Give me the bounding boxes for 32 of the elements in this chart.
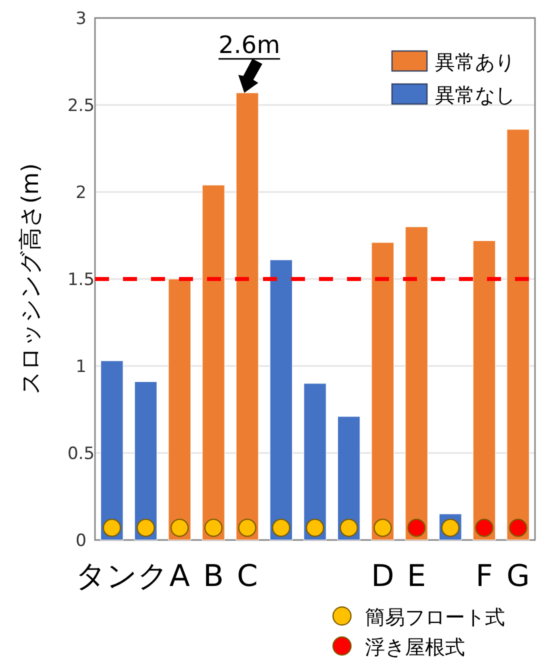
x-tick-label: E	[407, 559, 426, 594]
bar	[270, 260, 293, 540]
y-tick-label: 3	[76, 9, 86, 29]
y-tick-label: 1.5	[67, 270, 95, 290]
legend-label: 異常あり	[435, 50, 515, 74]
y-tick-label: 1	[76, 357, 86, 377]
text: タンク	[76, 559, 169, 594]
annotation: 2.6m	[218, 30, 280, 59]
bar	[371, 242, 394, 540]
y-tick-label: 0.5	[67, 444, 95, 464]
bar	[134, 381, 158, 540]
x-tick-label: D	[371, 559, 394, 594]
bar	[202, 184, 225, 540]
x-tick-label: F	[476, 559, 493, 594]
bar	[168, 278, 192, 540]
bar	[405, 226, 428, 540]
y-axis-title: スロッシング高さ(m)	[18, 163, 44, 395]
bar	[472, 240, 496, 540]
x-tick-label: G	[506, 559, 530, 594]
x-tick-label: C	[236, 559, 258, 594]
x-tick-label: B	[203, 559, 224, 594]
y-tick-label: 0	[76, 531, 86, 551]
legend-label: 浮き屋根式	[365, 635, 465, 659]
bar	[100, 360, 124, 540]
y-tick-label: 2.5	[67, 96, 95, 116]
x-tick-label: A	[169, 559, 190, 594]
legend-label: 簡易フロート式	[365, 605, 505, 629]
y-tick-label: 2	[76, 183, 86, 203]
bar	[506, 129, 530, 540]
bar	[337, 416, 360, 540]
legend-label: 異常なし	[435, 83, 515, 107]
bar	[304, 383, 326, 540]
